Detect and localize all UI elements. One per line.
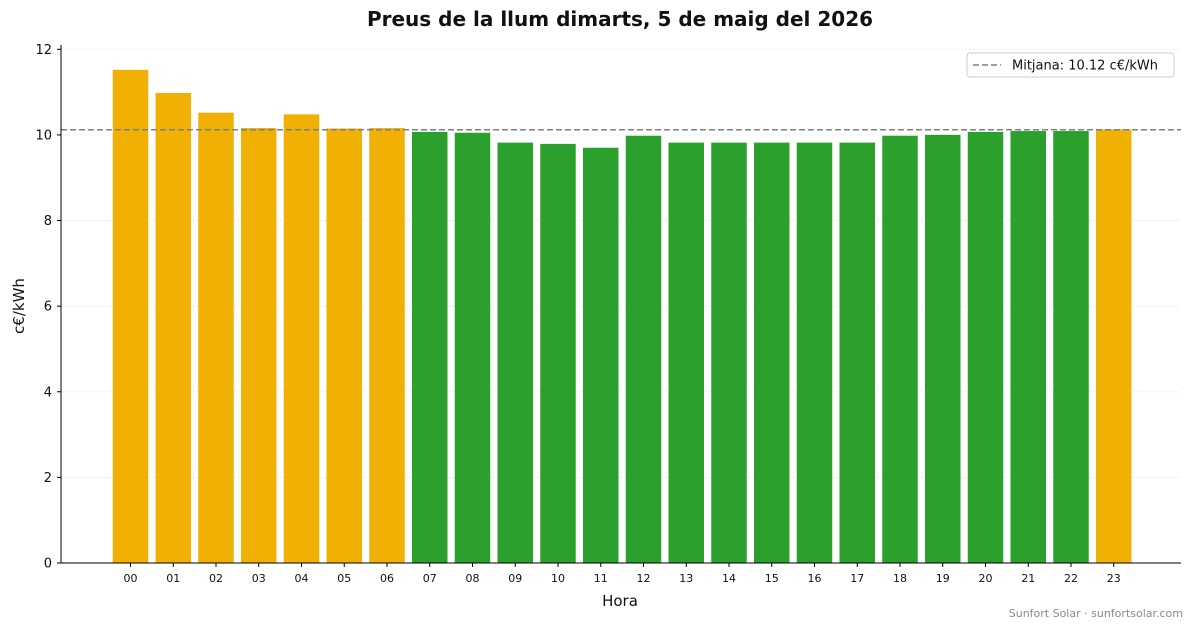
bar-08 [454,132,491,564]
y-tick-label: 8 [44,214,52,229]
x-axis-label: Hora [602,592,638,610]
bar-00 [112,69,149,564]
x-tick-label: 17 [850,572,864,585]
x-tick-label: 02 [209,572,223,585]
bar-18 [882,135,918,563]
x-ticks: 00 01 02 03 04 05 06 07 08 09 10 11 12 13 14 15 16 17 18 19… [124,563,1121,585]
legend-average-label: Mitjana: 10.12 c€/kWh [1012,59,1158,74]
y-axis-label: c€/kWh [10,278,28,334]
bar-19 [925,134,961,564]
footer-credit: Sunfort Solar · sunfortsolar.com [1008,607,1183,620]
bar-02 [198,112,234,563]
x-tick-label: 22 [1064,572,1078,585]
bar-05 [326,128,362,563]
x-tick-label: 18 [893,572,907,585]
y-tick-label: 10 [35,128,52,143]
x-tick-label: 16 [808,572,822,585]
y-tick-label: 2 [44,471,52,486]
axes-group [60,45,1181,564]
x-tick-label: 04 [295,572,309,585]
bar-13 [668,142,704,563]
x-tick-label: 10 [551,572,565,585]
y-tick-label: 4 [44,385,52,400]
bar-10 [540,143,576,563]
y-tick-label: 12 [35,43,52,58]
legend: Mitjana: 10.12 c€/kWh [966,52,1175,78]
y-tick-label: 0 [44,557,52,572]
bar-09 [497,142,533,563]
bar-04 [283,114,320,564]
x-tick-label: 00 [124,572,138,585]
x-tick-label: 19 [936,572,950,585]
x-tick-label: 07 [423,572,437,585]
x-tick-label: 14 [722,572,736,585]
x-tick-label: 01 [166,572,180,585]
bar-06 [369,128,405,563]
x-tick-label: 05 [337,572,351,585]
bar-11 [583,147,619,563]
y-tick-label: 6 [44,300,52,315]
bar-20 [967,131,1004,564]
bar-03 [241,128,277,563]
bars-group [112,69,1132,564]
bar-17 [839,142,875,563]
bar-07 [412,131,448,564]
bar-14 [711,142,747,563]
x-tick-label: 13 [679,572,693,585]
x-tick-label: 08 [466,572,480,585]
bar-15 [754,142,790,563]
x-tick-label: 15 [765,572,779,585]
x-tick-label: 11 [594,572,608,585]
x-tick-label: 12 [637,572,651,585]
x-tick-label: 21 [1021,572,1035,585]
x-tick-label: 03 [252,572,266,585]
chart-title: Preus de la llum dimarts, 5 de maig del … [367,7,873,31]
x-tick-label: 20 [979,572,993,585]
bar-23 [1096,129,1132,563]
bar-21 [1010,131,1046,564]
x-tick-label: 06 [380,572,394,585]
bar-22 [1053,131,1089,564]
bar-01 [155,92,191,563]
x-tick-label: 23 [1107,572,1121,585]
bar-16 [796,142,833,563]
legend-box [966,52,1175,78]
x-tick-label: 09 [508,572,522,585]
y-ticks: 0 2 4 6 8 10 12 [35,43,61,572]
bar-12 [625,135,662,563]
